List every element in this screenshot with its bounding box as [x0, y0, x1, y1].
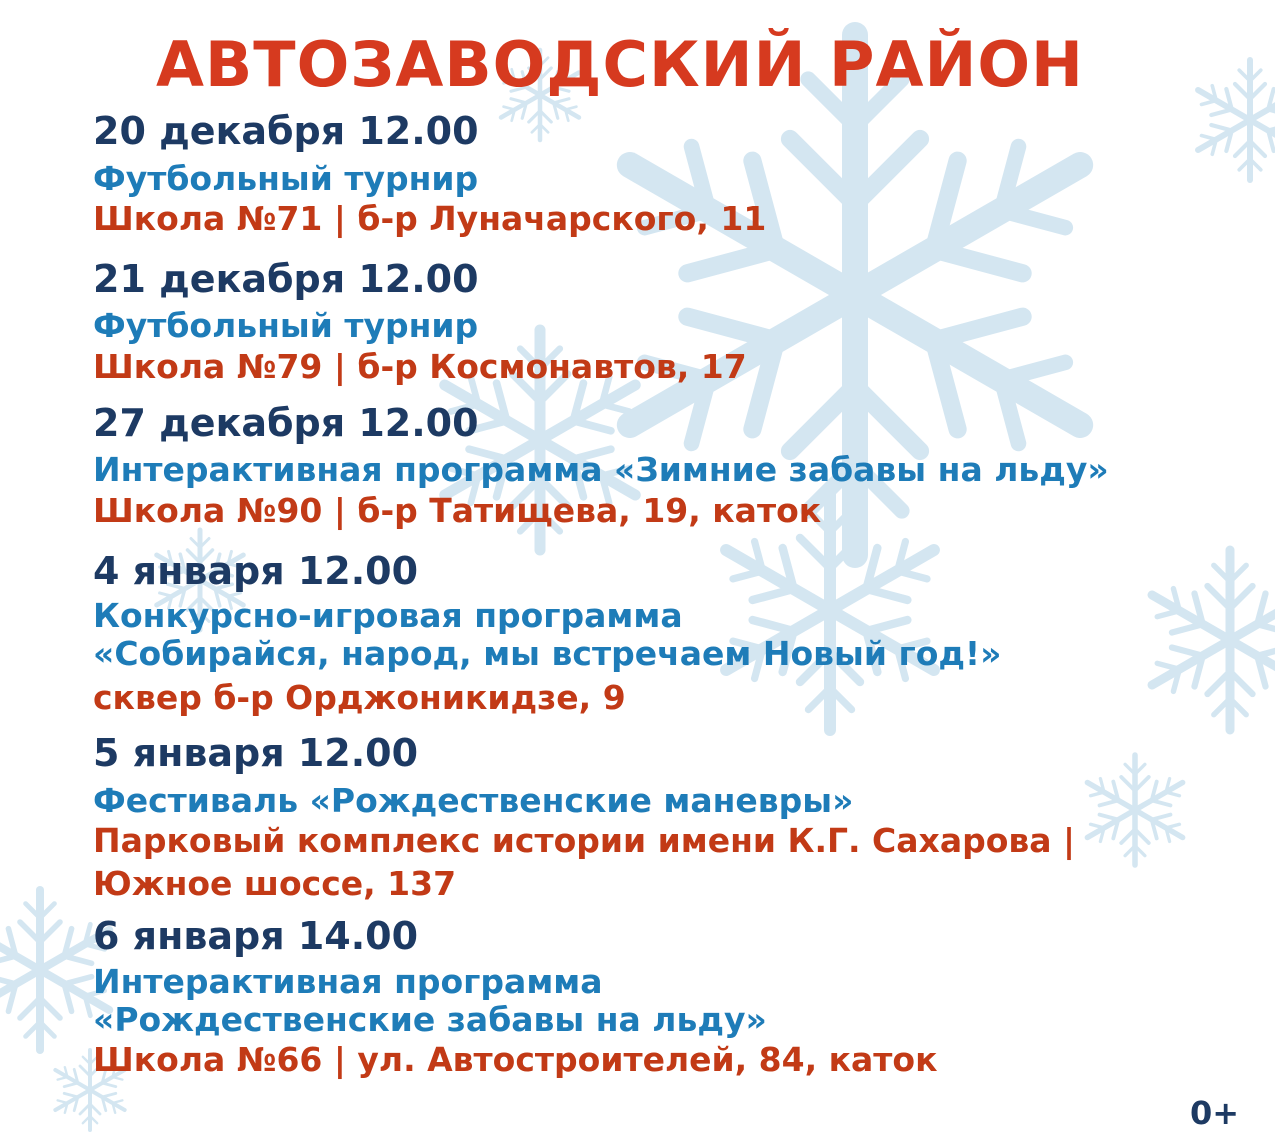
event-name: Фестиваль «Рождественские маневры» [93, 781, 854, 820]
event-venue: сквер б-р Орджоникидзе, 9 [93, 678, 626, 717]
event-name: Интерактивная программа [93, 962, 603, 1001]
event-name: Конкурсно-игровая программа [93, 596, 683, 635]
event-venue: Школа №90 | б-р Татищева, 19, каток [93, 491, 822, 530]
event-date: 27 декабря 12.00 [93, 401, 479, 445]
age-rating: 0+ [1190, 1094, 1240, 1132]
event-venue: Школа №71 | б-р Луначарского, 11 [93, 199, 767, 238]
event-name: Футбольный турнир [93, 306, 479, 345]
page-title: АВТОЗАВОДСКИЙ РАЙОН [156, 28, 1084, 101]
event-date: 5 января 12.00 [93, 731, 419, 775]
event-date: 21 декабря 12.00 [93, 257, 479, 301]
event-date: 6 января 14.00 [93, 914, 419, 958]
event-venue: Южное шоссе, 137 [93, 864, 457, 903]
event-name: Интерактивная программа «Зимние забавы н… [93, 450, 1109, 489]
event-date: 4 января 12.00 [93, 549, 419, 593]
snowflake-icon [1080, 755, 1189, 865]
event-venue: Парковый комплекс истории имени К.Г. Сах… [93, 821, 1076, 860]
event-date: 20 декабря 12.00 [93, 109, 479, 153]
event-name: Футбольный турнир [93, 159, 479, 198]
event-venue: Школа №66 | ул. Автостроителей, 84, като… [93, 1040, 938, 1079]
snowflake-icon [1141, 550, 1275, 730]
event-venue: Школа №79 | б-р Космонавтов, 17 [93, 347, 747, 386]
event-name: «Собирайся, народ, мы встречаем Новый го… [93, 634, 1002, 673]
event-name: «Рождественские забавы на льду» [93, 1000, 767, 1039]
